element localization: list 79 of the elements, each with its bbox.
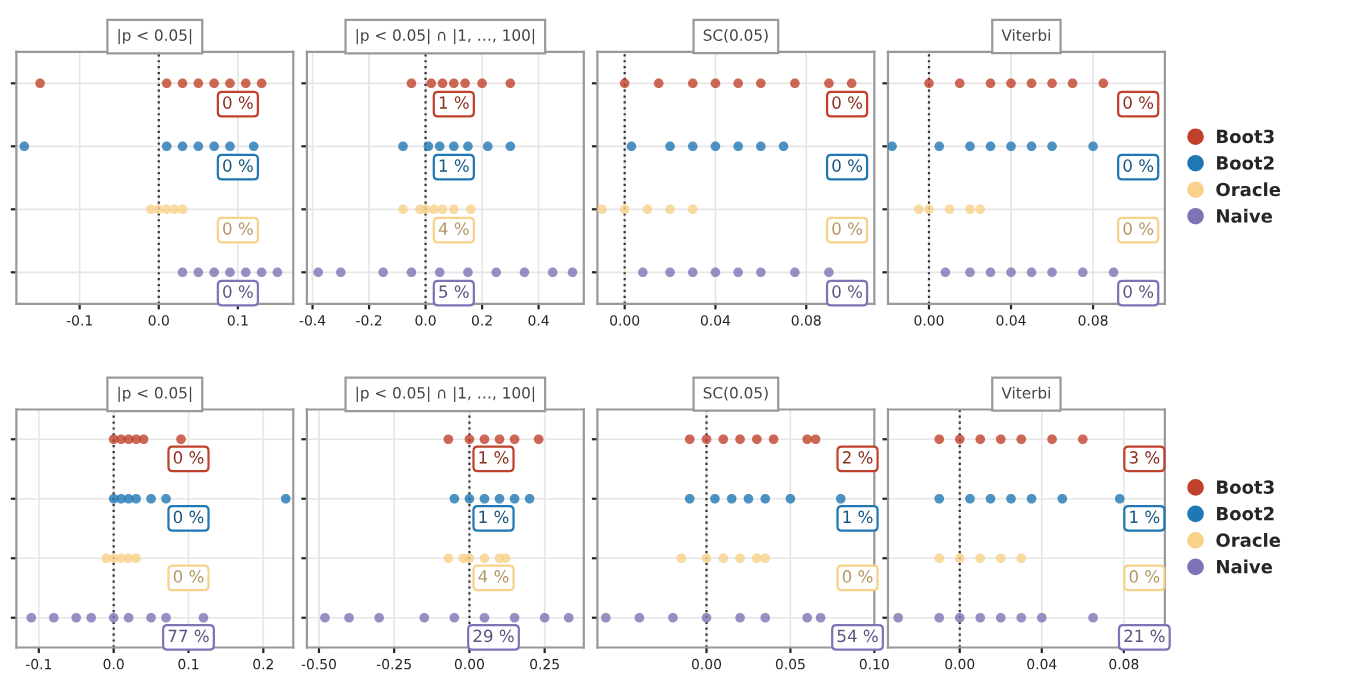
point xyxy=(597,204,607,215)
annotation: 1 % xyxy=(439,159,469,172)
annotation: 0 % xyxy=(173,451,204,464)
annotation: 0 % xyxy=(223,285,253,298)
point xyxy=(940,267,951,278)
annotation: 0 % xyxy=(832,159,863,172)
legend-label: Boot3 xyxy=(1217,480,1274,494)
point xyxy=(934,434,945,445)
annotation: 1 % xyxy=(1130,510,1160,524)
annotation: 4 % xyxy=(478,570,509,583)
point xyxy=(198,612,209,623)
annotation: 4 % xyxy=(438,222,469,235)
point xyxy=(934,553,945,564)
annotation: 0 % xyxy=(832,96,863,109)
point xyxy=(887,141,897,152)
point xyxy=(406,78,417,89)
point xyxy=(35,78,45,89)
point xyxy=(638,267,648,278)
annotation: 0 % xyxy=(223,159,253,172)
annotation: 0 % xyxy=(223,222,253,235)
point xyxy=(676,553,687,564)
point xyxy=(539,612,550,623)
annotation: 1 % xyxy=(479,451,509,464)
legend-label: Naive xyxy=(1217,208,1273,223)
point xyxy=(320,612,330,623)
annotation: 0 % xyxy=(1123,159,1154,172)
annotation: 0 % xyxy=(173,570,204,583)
point xyxy=(1088,612,1098,623)
legend-label: Boot3 xyxy=(1217,129,1274,144)
legend-label: Boot2 xyxy=(1217,156,1274,170)
point xyxy=(519,267,530,278)
point xyxy=(398,204,408,215)
point xyxy=(26,612,37,623)
point xyxy=(398,141,408,152)
annotation: 0 % xyxy=(1123,96,1154,109)
point xyxy=(567,267,578,278)
annotation: 0 % xyxy=(1129,570,1160,583)
point xyxy=(19,141,30,152)
point xyxy=(449,493,460,504)
annotation: 54 % xyxy=(837,629,878,643)
annotation: 0 % xyxy=(223,96,253,109)
annotation: 1 % xyxy=(439,96,469,109)
annotation: 1 % xyxy=(479,510,509,524)
point xyxy=(626,141,637,152)
annotation: 29 % xyxy=(473,629,514,643)
point xyxy=(913,204,924,215)
legend-label: Oracle xyxy=(1216,182,1281,197)
annotation: 5 % xyxy=(439,285,469,298)
point xyxy=(934,493,945,504)
annotation: 0 % xyxy=(173,510,204,524)
legend-label: Boot2 xyxy=(1217,506,1274,521)
point xyxy=(161,612,171,623)
annotation: 0 % xyxy=(1123,222,1154,235)
point xyxy=(177,267,188,278)
point xyxy=(443,434,454,445)
annotation: 0 % xyxy=(832,285,863,298)
point xyxy=(563,612,574,623)
annotation: 0 % xyxy=(1123,285,1154,298)
point xyxy=(684,493,695,504)
point xyxy=(924,78,934,89)
point xyxy=(846,78,857,89)
annotation: 2 % xyxy=(842,451,873,464)
point xyxy=(313,267,324,278)
point xyxy=(443,553,454,564)
point xyxy=(509,612,520,623)
annotation: 77 % xyxy=(168,629,209,643)
annotation: 21 % xyxy=(1124,629,1165,643)
annotation: 0 % xyxy=(842,570,873,583)
point xyxy=(619,78,630,89)
point xyxy=(893,612,904,623)
legend-label: Naive xyxy=(1217,559,1273,574)
point xyxy=(684,434,695,445)
point xyxy=(256,78,267,89)
annotation: 1 % xyxy=(843,510,873,524)
annotation: 3 % xyxy=(1129,451,1160,464)
point xyxy=(547,267,558,278)
point xyxy=(601,612,611,623)
legend-label: Oracle xyxy=(1216,533,1281,547)
annotation: 0 % xyxy=(832,222,863,235)
